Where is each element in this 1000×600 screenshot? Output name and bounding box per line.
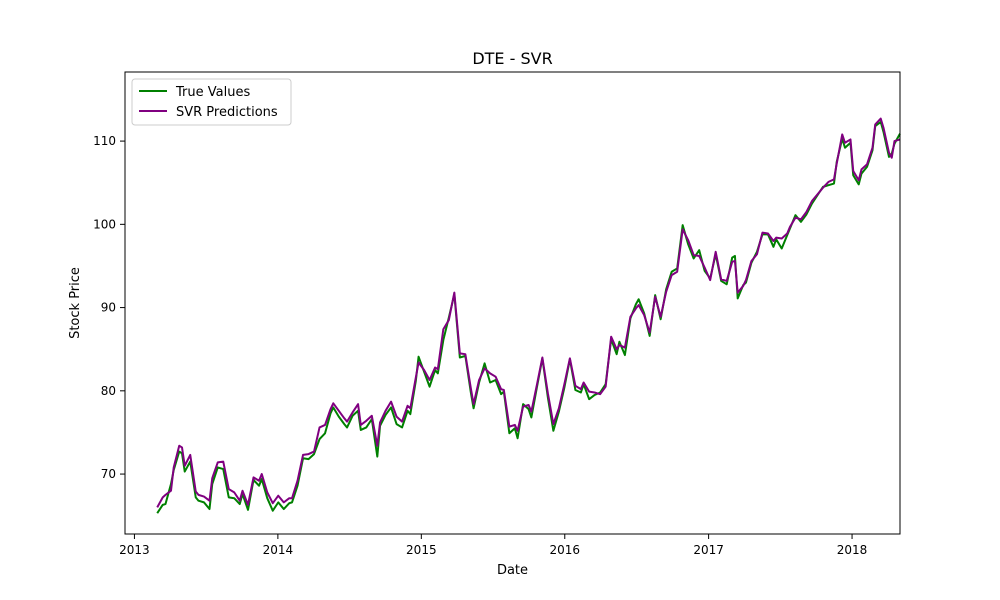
y-tick-label-70: 70 xyxy=(101,467,116,481)
legend-box xyxy=(131,78,292,126)
x-axis-label: Date xyxy=(497,563,528,578)
x-tick-label-2016: 2016 xyxy=(549,543,580,557)
y-tick-label-100: 100 xyxy=(93,217,116,231)
y-tick-label-110: 110 xyxy=(93,134,116,148)
legend-label-true-values: True Values xyxy=(175,85,250,100)
legend: True Values SVR Predictions xyxy=(131,78,292,126)
chart-title: DTE - SVR xyxy=(472,49,552,68)
x-tick-label-2017: 2017 xyxy=(693,543,724,557)
y-axis-label: Stock Price xyxy=(68,267,83,339)
x-tick-label-2014: 2014 xyxy=(263,543,294,557)
y-tick-label-90: 90 xyxy=(101,301,116,315)
x-tick-label-2013: 2013 xyxy=(119,543,150,557)
y-tick-label-80: 80 xyxy=(101,384,116,398)
axes-frame xyxy=(124,71,901,535)
series-line-svr-predictions xyxy=(156,117,901,508)
plot-area: 2013 2014 2015 2016 2017 2018 70 80 90 100 110 xyxy=(93,71,901,557)
series-layer xyxy=(156,117,901,514)
y-axis: 70 80 90 100 110 xyxy=(93,134,125,481)
x-tick-label-2015: 2015 xyxy=(406,543,437,557)
x-axis: 2013 2014 2015 2016 2017 2018 xyxy=(119,534,867,557)
x-tick-label-2018: 2018 xyxy=(837,543,868,557)
legend-label-svr-predictions: SVR Predictions xyxy=(176,105,278,120)
